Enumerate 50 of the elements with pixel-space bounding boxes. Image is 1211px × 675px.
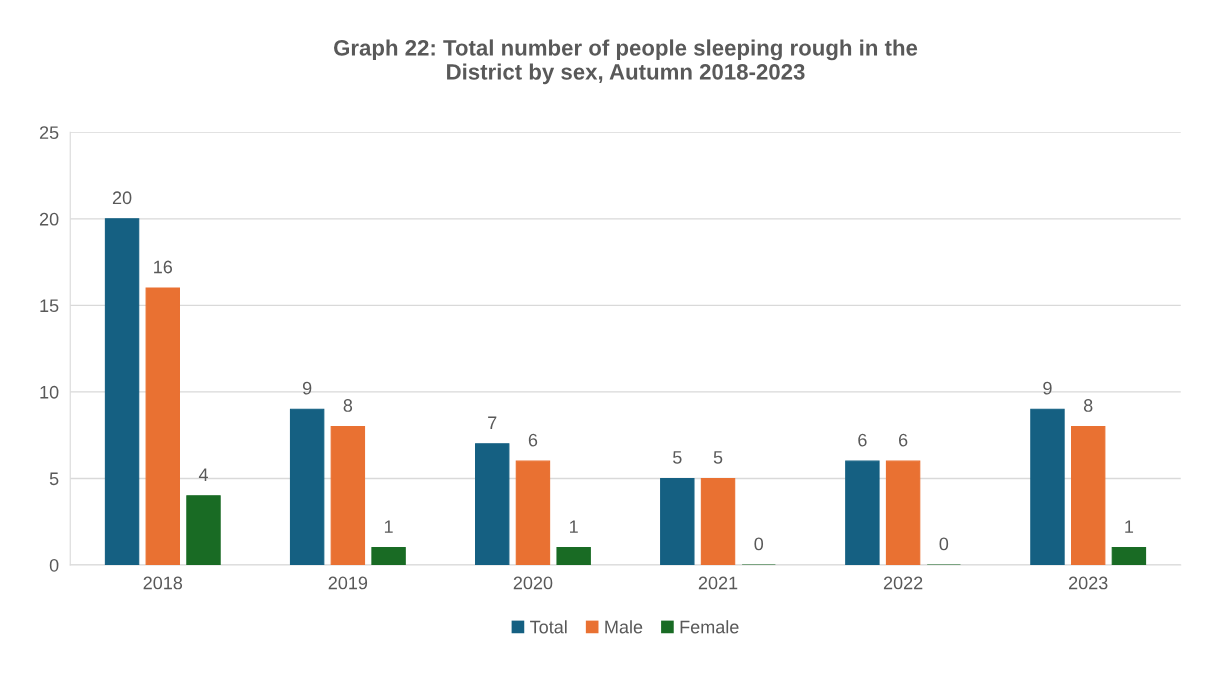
bar <box>330 425 366 565</box>
bar <box>289 408 325 565</box>
y-tick-label: 25 <box>39 126 59 140</box>
bar <box>700 477 736 565</box>
bar <box>104 218 140 565</box>
bar <box>1030 408 1065 565</box>
data-label: 16 <box>154 260 173 274</box>
bar <box>371 547 406 565</box>
y-tick-label: 20 <box>39 212 59 226</box>
data-label: 0 <box>754 537 764 551</box>
data-label: 8 <box>1083 399 1093 412</box>
legend-label: Male <box>605 620 643 634</box>
x-tick-label: 2021 <box>698 576 738 590</box>
data-label: 9 <box>302 381 312 395</box>
legend-label: Total <box>530 620 567 634</box>
legend-label: Female <box>680 620 739 634</box>
bar <box>475 443 510 565</box>
x-tick-label: 2018 <box>143 576 183 590</box>
data-label: 1 <box>384 520 393 533</box>
bar <box>1111 547 1147 565</box>
bar <box>515 460 551 565</box>
data-label: 9 <box>1043 381 1052 395</box>
x-tick-label: 2022 <box>883 576 923 590</box>
bar <box>845 460 880 565</box>
data-label: 0 <box>939 537 949 551</box>
x-tick-label: 2020 <box>513 576 553 590</box>
y-tick-label: 0 <box>49 558 59 572</box>
bar <box>1070 425 1106 565</box>
data-label: 20 <box>112 191 132 205</box>
y-tick-label: 5 <box>49 472 59 486</box>
data-label: 5 <box>673 451 682 464</box>
data-label: 6 <box>899 433 908 447</box>
bar <box>885 460 921 565</box>
y-tick-label: 10 <box>40 385 59 399</box>
chart-title: Graph 22: Total number of people sleeping rough in the District by sex, Autumn 2018-2023 <box>334 39 918 85</box>
x-tick-label: 2019 <box>328 576 368 590</box>
data-label: 4 <box>198 468 208 481</box>
data-label: 7 <box>488 416 497 429</box>
bar <box>556 547 591 565</box>
data-label: 8 <box>343 399 353 412</box>
bar <box>186 495 221 565</box>
data-label: 1 <box>570 520 578 533</box>
x-tick-label: 2023 <box>1069 576 1108 590</box>
bar <box>660 477 695 565</box>
data-label: 6 <box>858 433 867 447</box>
y-tick-label: 15 <box>40 299 59 313</box>
bar <box>145 287 180 565</box>
data-label: 5 <box>713 451 723 464</box>
data-label: 1 <box>1125 520 1134 533</box>
data-label: 6 <box>528 433 538 447</box>
